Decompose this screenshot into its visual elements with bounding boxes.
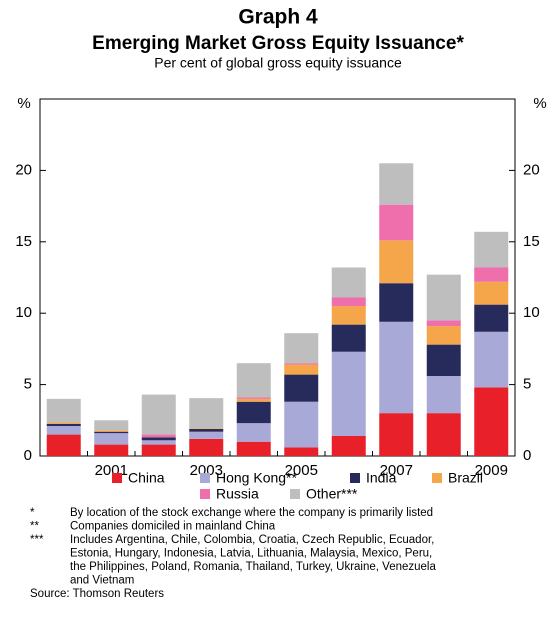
- legend-swatch: [112, 473, 122, 483]
- legend-label: Russia: [216, 486, 259, 502]
- legend-swatch: [350, 473, 360, 483]
- bar-segment: [379, 321, 414, 414]
- bar-segment: [474, 281, 509, 305]
- x-tick-label: 2009: [475, 462, 508, 479]
- bar-segment: [379, 240, 414, 284]
- bar-segment: [141, 440, 176, 445]
- legend-label: Hong Kong**: [216, 470, 298, 486]
- bar-segment: [189, 428, 224, 432]
- note-text: Estonia, Hungary, Indonesia, Latvia, Lit…: [70, 548, 432, 560]
- bar-segment: [189, 398, 224, 429]
- y2-tick-label: 15: [523, 233, 540, 250]
- y-axis-unit: %: [17, 95, 30, 112]
- bar-segment: [284, 333, 319, 364]
- note-text: Includes Argentina, Chile, Colombia, Cro…: [70, 534, 434, 546]
- y-tick-label: 0: [24, 447, 32, 464]
- bar-segment: [426, 344, 461, 377]
- legend-label: Other***: [306, 486, 358, 502]
- bar-segment: [189, 431, 224, 439]
- bar-segment: [379, 163, 414, 205]
- bar-segment: [141, 434, 176, 438]
- bar-segment: [236, 423, 271, 442]
- bar-segment: [331, 306, 366, 325]
- bar-segment: [474, 267, 509, 282]
- bar-segment: [284, 401, 319, 448]
- bar-segment: [94, 420, 129, 431]
- y2-tick-label: 5: [523, 376, 531, 393]
- y2-tick-label: 10: [523, 304, 540, 321]
- legend-swatch: [200, 489, 210, 499]
- y2-axis-unit: %: [533, 95, 546, 112]
- bar-segment: [331, 351, 366, 437]
- bar-segment: [379, 283, 414, 322]
- y-tick-label: 20: [15, 161, 32, 178]
- bar-segment: [474, 387, 509, 456]
- bar-segment: [94, 431, 129, 434]
- y-tick-label: 5: [24, 376, 32, 393]
- bar-segment: [236, 401, 271, 424]
- bar-segment: [426, 320, 461, 327]
- note-text: Companies domiciled in mainland China: [70, 521, 276, 533]
- chart-subtitle: Emerging Market Gross Equity Issuance*: [92, 33, 464, 54]
- note-text: and Vietnam: [70, 575, 134, 587]
- legend-swatch: [432, 473, 442, 483]
- bar-segment: [141, 444, 176, 456]
- bar-segment: [426, 413, 461, 456]
- legend-swatch: [290, 489, 300, 499]
- note-text: By location of the stock exchange where …: [70, 507, 433, 519]
- bar-segment: [46, 422, 81, 424]
- x-tick-label: 2005: [285, 462, 318, 479]
- bar-segment: [331, 324, 366, 352]
- bar-segment: [331, 297, 366, 307]
- bar-segment: [236, 397, 271, 399]
- bar-segment: [94, 433, 129, 445]
- source: Source: Thomson Reuters: [30, 588, 164, 600]
- bar-segment: [474, 304, 509, 332]
- bar-segment: [236, 363, 271, 398]
- note-marker: ***: [30, 534, 44, 546]
- bar-segment: [141, 437, 176, 441]
- note-marker: **: [30, 521, 39, 533]
- bar-segment: [94, 430, 129, 432]
- x-tick-label: 2001: [95, 462, 128, 479]
- legend-label: China: [128, 470, 165, 486]
- bar-segment: [189, 438, 224, 456]
- x-tick-label: 2003: [190, 462, 223, 479]
- legend-swatch: [200, 473, 210, 483]
- chart-title: Graph 4: [238, 6, 318, 29]
- bar-segment: [284, 447, 319, 456]
- y2-tick-label: 0: [523, 447, 531, 464]
- bar-segment: [474, 331, 509, 388]
- bar-segment: [46, 423, 81, 427]
- bar-segment: [94, 444, 129, 456]
- bar-segment: [426, 274, 461, 321]
- bar-segment: [141, 394, 176, 435]
- bar-segment: [331, 267, 366, 298]
- legend-label: India: [366, 470, 397, 486]
- bar-segment: [331, 436, 366, 456]
- bar-segment: [236, 441, 271, 456]
- bar-segment: [46, 426, 81, 435]
- bar-segment: [379, 413, 414, 456]
- bar-segment: [189, 428, 224, 429]
- bar-segment: [46, 398, 81, 423]
- bar-segment: [46, 434, 81, 456]
- bar-segment: [284, 374, 319, 402]
- y-tick-label: 15: [15, 233, 32, 250]
- bar-segment: [474, 231, 509, 268]
- note-text: the Philippines, Poland, Romania, Thaila…: [70, 561, 436, 573]
- bar-segment: [426, 376, 461, 414]
- legend-label: Brazil: [448, 470, 483, 486]
- bar-segment: [379, 204, 414, 241]
- bar-segment: [426, 326, 461, 345]
- note-marker: *: [30, 507, 35, 519]
- bar-segment: [284, 364, 319, 375]
- y-tick-label: 10: [15, 304, 32, 321]
- y2-tick-label: 20: [523, 161, 540, 178]
- bar-segment: [284, 363, 319, 365]
- x-tick-label: 2007: [380, 462, 413, 479]
- bar-segment: [236, 398, 271, 402]
- chart-description: Per cent of global gross equity issuance: [154, 55, 402, 71]
